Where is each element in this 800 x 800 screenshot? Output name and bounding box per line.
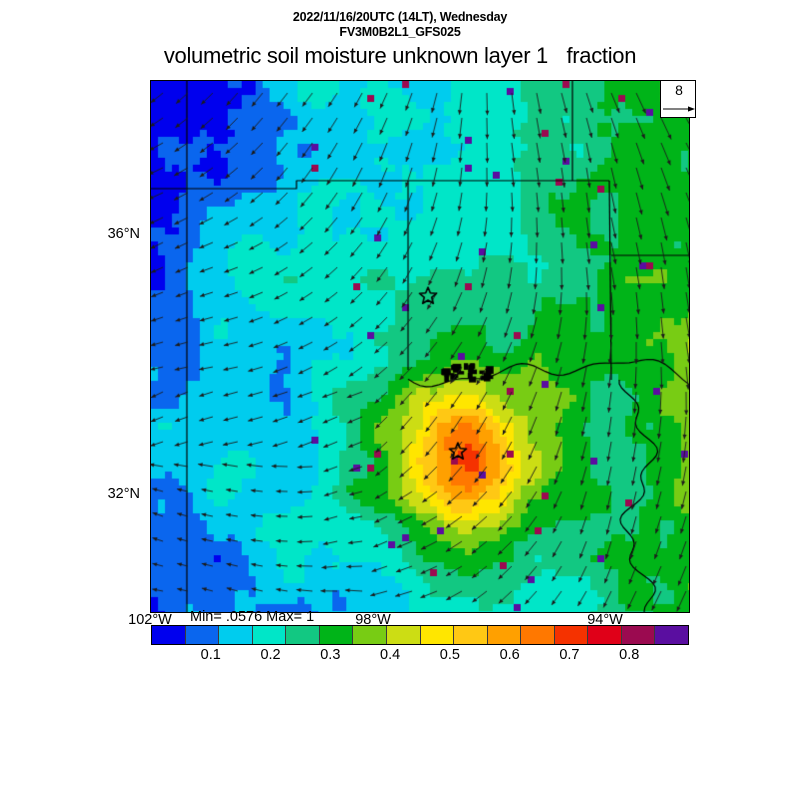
colorbar-tick-0-7: 0.7	[559, 647, 580, 663]
lon-label-94w: 94°W	[587, 612, 623, 628]
colorbar-segment-11	[521, 626, 555, 644]
map-plot-area[interactable]	[150, 80, 690, 613]
colorbar-tick-0-6: 0.6	[499, 647, 520, 663]
field-title: volumetric soil moisture unknown layer 1	[163, 43, 548, 68]
lon-label-98w: 98°W	[355, 612, 391, 628]
colorbar-segment-10	[487, 626, 522, 644]
model-line: FV3M0B2L1_GFS025	[339, 25, 461, 39]
colorbar[interactable]	[151, 625, 689, 645]
colorbar-segment-8	[420, 626, 455, 644]
colorbar-segment-13	[588, 626, 622, 644]
colorbar-tick-labels: 0.1 0.2 0.3 0.4 0.5 0.6 0.7 0.8	[151, 647, 689, 667]
colorbar-segment-1	[185, 626, 220, 644]
colorbar-segment-3	[252, 626, 287, 644]
colorbar-tick-0-8: 0.8	[619, 647, 640, 663]
lat-label-36n: 36°N	[107, 226, 140, 242]
colorbar-segment-4	[286, 626, 320, 644]
colorbar-segment-9	[454, 626, 488, 644]
colorbar-segment-2	[219, 626, 253, 644]
colorbar-tick-0-3: 0.3	[320, 647, 341, 663]
colorbar-segment-14	[621, 626, 656, 644]
colorbar-tick-0-1: 0.1	[200, 647, 221, 663]
colorbar-tick-0-4: 0.4	[380, 647, 401, 663]
units-label: fraction	[566, 43, 637, 68]
min-max-annotation: Min= .0576 Max= 1	[190, 609, 315, 625]
datetime-line: 2022/11/16/20UTC (14LT), Wednesday	[292, 10, 508, 24]
colorbar-segment-5	[319, 626, 354, 644]
colorbar-segment-15	[655, 626, 688, 644]
main-title-row: volumetric soil moisture unknown layer 1…	[0, 43, 800, 69]
lon-label-102w: 102°W	[128, 612, 172, 628]
colorbar-tick-0-2: 0.2	[260, 647, 281, 663]
wind-vector-legend: 8	[660, 80, 696, 118]
colorbar-segment-7	[386, 626, 421, 644]
soil-moisture-heatmap-canvas[interactable]	[151, 81, 689, 612]
wind-arrow-icon	[663, 106, 695, 112]
colorbar-segment-6	[353, 626, 387, 644]
wind-legend-value: 8	[675, 82, 683, 98]
colorbar-segment-12	[554, 626, 589, 644]
header-title-block: 2022/11/16/20UTC (14LT), Wednesday FV3M0…	[0, 10, 800, 40]
lat-label-32n: 32°N	[107, 486, 140, 502]
colorbar-tick-0-5: 0.5	[439, 647, 460, 663]
colorbar-segment-0	[152, 626, 186, 644]
